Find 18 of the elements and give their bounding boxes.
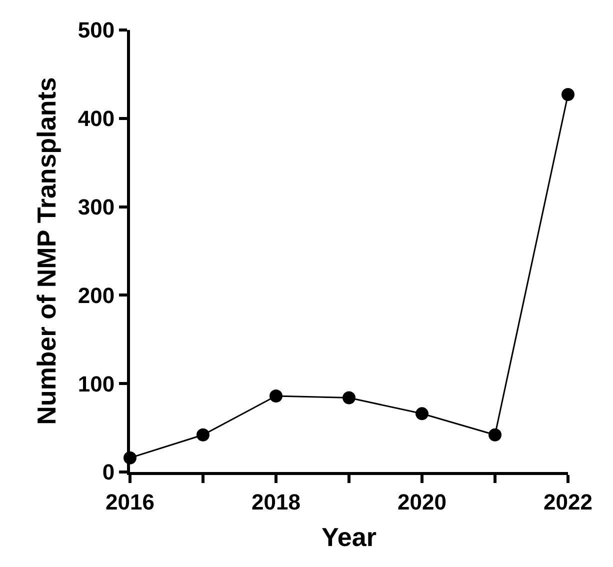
x-tick-label: 2018: [252, 489, 300, 514]
point: [196, 428, 210, 442]
y-tick-label: 400: [78, 106, 115, 132]
point: [562, 88, 574, 102]
y-tick-label: 200: [78, 282, 115, 308]
point: [342, 391, 356, 404]
point: [488, 428, 502, 442]
point: [270, 389, 282, 402]
x-tick-label: 2020: [398, 489, 446, 514]
y-tick-label: 100: [78, 371, 115, 396]
x-tick-label: 2022: [544, 489, 592, 514]
point: [416, 407, 428, 420]
y-axis-title: Number of NMP Transplants: [31, 77, 62, 425]
x-tick-label: 2016: [106, 489, 154, 514]
x-axis-title: Year: [322, 522, 376, 552]
y-tick-label: 500: [78, 18, 115, 43]
y-tick-label: 300: [78, 194, 115, 220]
y-tick-label: 0: [102, 460, 115, 485]
